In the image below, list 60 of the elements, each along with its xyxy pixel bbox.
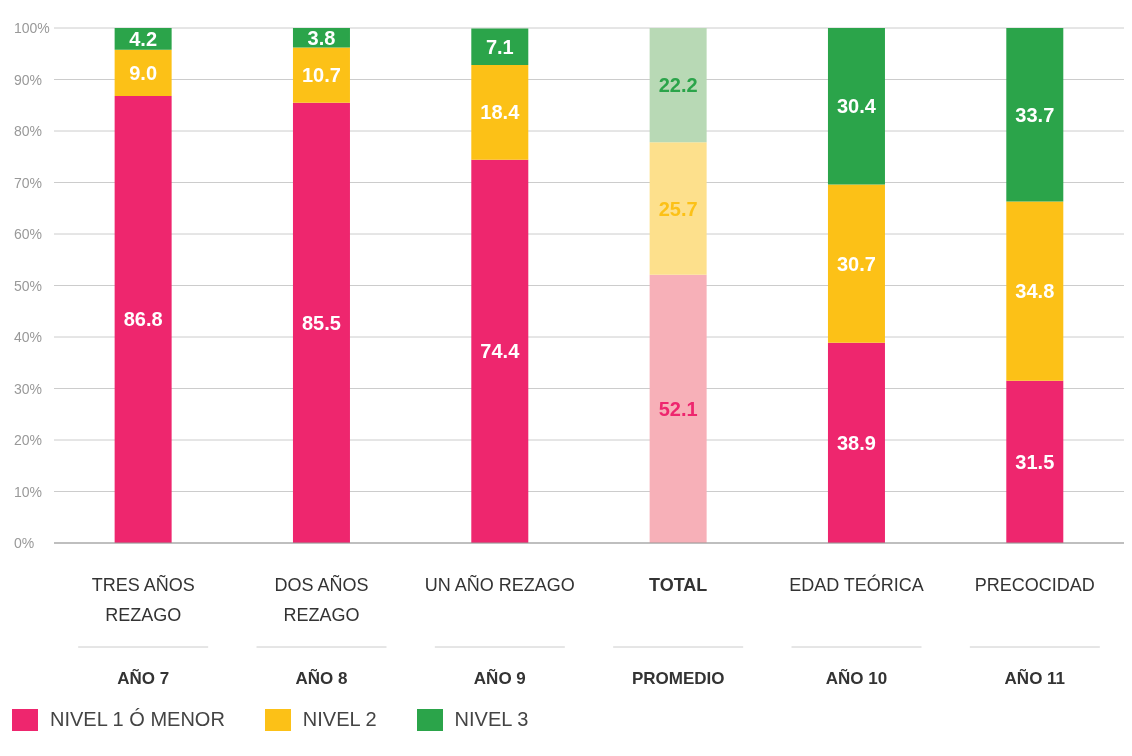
- bar: [114, 49, 172, 96]
- data-label: 74.4: [480, 340, 521, 363]
- x-tick-label: TOTAL: [649, 575, 708, 595]
- legend-label: NIVEL 1 Ó MENOR: [50, 708, 225, 731]
- data-label: 10.7: [302, 64, 341, 87]
- bar: [827, 28, 885, 185]
- text: AÑO 10: [825, 668, 888, 688]
- bar: [649, 28, 707, 143]
- bar: [471, 65, 529, 160]
- y-tick-label: 40%: [14, 329, 43, 345]
- y-tick-label: 70%: [14, 174, 43, 191]
- legend-label: NIVEL 3: [454, 708, 529, 731]
- y-tick-label: 60%: [14, 226, 43, 242]
- data-label: 9.0: [129, 61, 158, 84]
- data-label: 7.1: [485, 35, 514, 58]
- bar: [649, 142, 707, 275]
- text: AÑO 9: [473, 668, 526, 688]
- y-tick-label: 10%: [14, 483, 43, 500]
- bar: [471, 28, 529, 66]
- data-label: 38.9: [837, 431, 876, 454]
- y-tick-label: 30%: [14, 380, 43, 397]
- y-tick-label: 20%: [14, 432, 43, 448]
- text: PROMEDIO: [631, 669, 725, 688]
- data-label: 22.2: [658, 74, 698, 97]
- bar: [1006, 28, 1064, 202]
- data-label: 34.8: [1015, 280, 1055, 303]
- y-tick-label: 50%: [14, 277, 43, 294]
- data-label: 85.5: [302, 311, 341, 334]
- bar: [827, 184, 885, 343]
- bar: [471, 159, 529, 543]
- legend-label: NIVEL 2: [302, 708, 377, 731]
- y-tick-label: 100%: [14, 20, 50, 36]
- y-tick-label: 90%: [14, 71, 43, 88]
- bar: [114, 95, 172, 543]
- text: AÑO 7: [117, 668, 170, 688]
- x-tick-label: TRES AÑOS REZAGO: [91, 574, 195, 625]
- data-label: 30.4: [837, 95, 877, 118]
- data-label: 25.7: [658, 197, 698, 220]
- data-label: 33.7: [1015, 103, 1055, 126]
- text: AÑO 8: [295, 668, 348, 688]
- bar: [292, 102, 350, 543]
- x-tick-label: UN AÑO REZAGO: [424, 574, 575, 595]
- data-label: 30.7: [837, 252, 876, 275]
- y-tick-label: 80%: [14, 123, 43, 139]
- data-label: 31.5: [1015, 450, 1055, 473]
- bar: [1006, 380, 1064, 543]
- data-label: 18.4: [480, 101, 521, 124]
- bar: [827, 342, 885, 543]
- data-label: 86.8: [123, 308, 163, 331]
- data-label: 3.8: [307, 26, 336, 49]
- data-label: 52.1: [658, 397, 698, 420]
- x-tick-label: DOS AÑOS REZAGO: [274, 574, 369, 625]
- bar: [292, 47, 350, 103]
- y-tick-label: 0%: [14, 535, 35, 551]
- bar: [649, 274, 707, 543]
- text: AÑO 11: [1004, 668, 1066, 688]
- x-tick-label: EDAD TEÓRICA: [789, 574, 924, 595]
- bar: [1006, 201, 1064, 381]
- x-tick-label: PRECOCIDAD: [974, 575, 1095, 595]
- data-label: 4.2: [129, 27, 158, 50]
